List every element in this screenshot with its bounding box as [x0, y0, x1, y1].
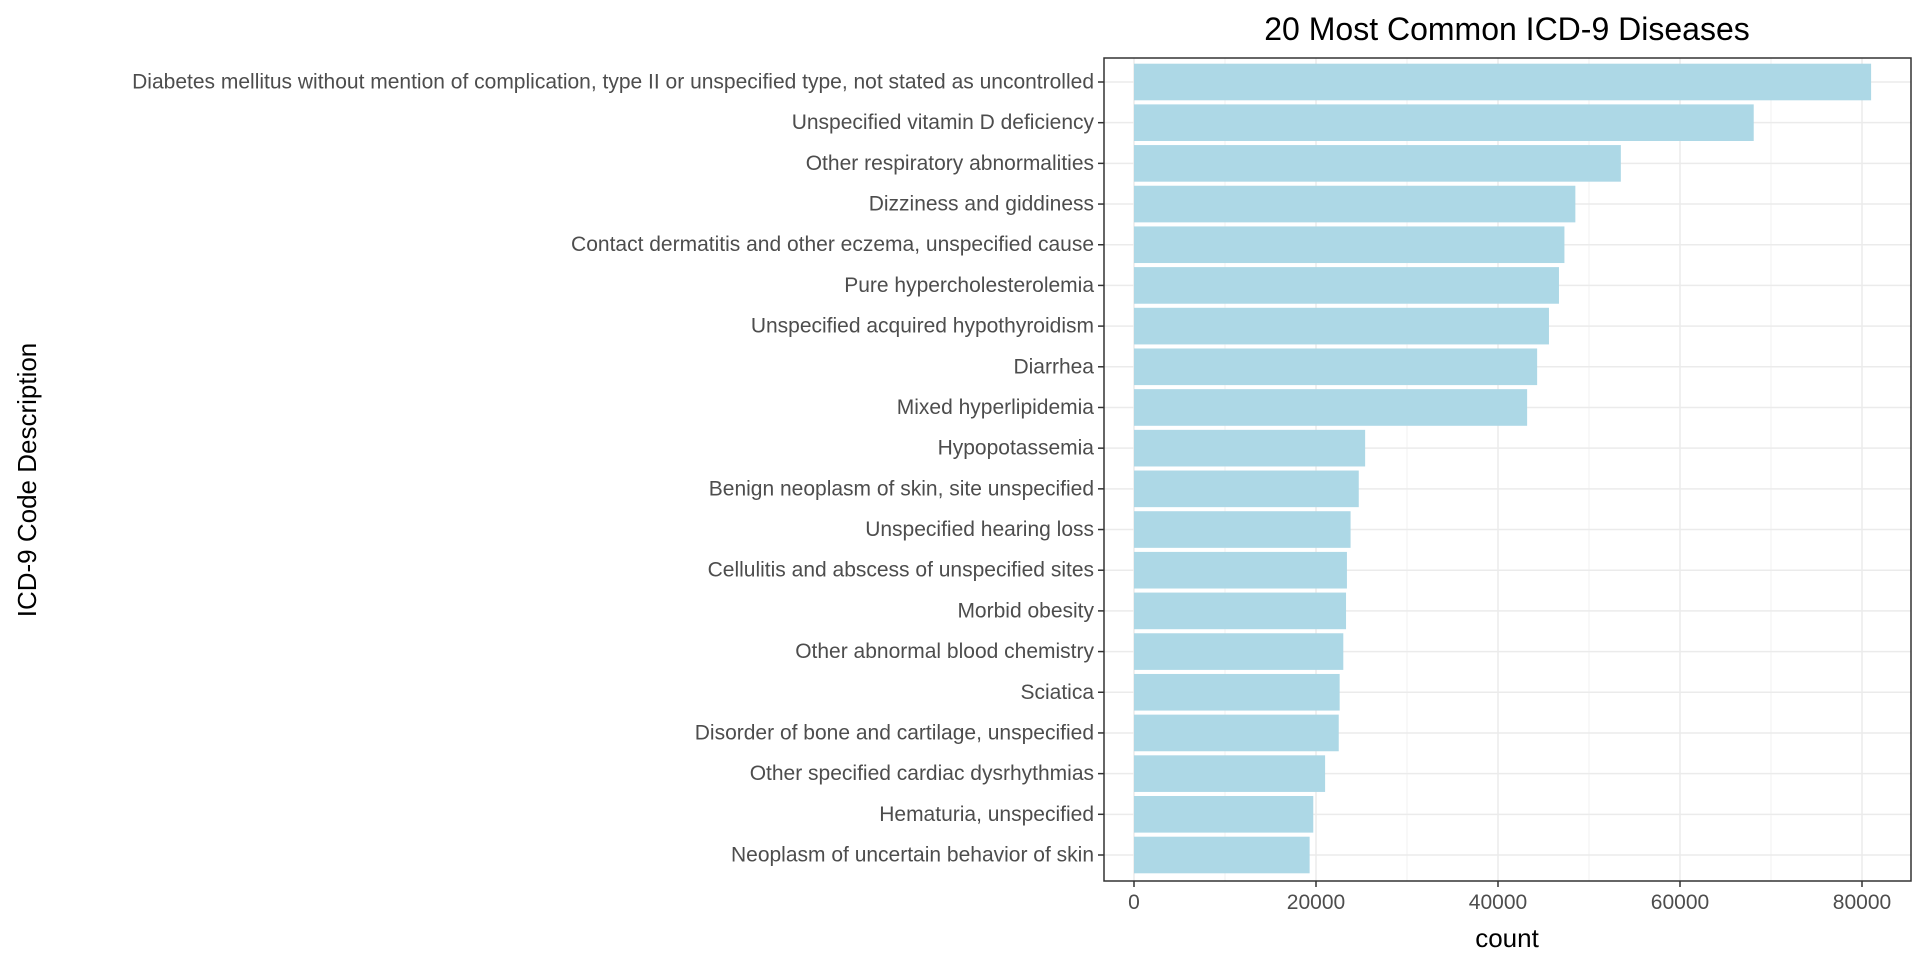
bar — [1134, 104, 1754, 141]
bar — [1134, 389, 1528, 426]
y-tick-label: Other specified cardiac dysrhythmias — [750, 762, 1094, 785]
y-tick-label: Other abnormal blood chemistry — [795, 640, 1094, 663]
bar — [1134, 714, 1339, 752]
bars — [1134, 63, 1872, 874]
bar — [1134, 633, 1344, 670]
bar — [1134, 348, 1538, 386]
y-tick-label: Diarrhea — [1013, 355, 1094, 378]
chart-title: 20 Most Common ICD-9 Diseases — [1264, 11, 1749, 47]
x-tick-label: 60000 — [1651, 891, 1709, 914]
bar — [1134, 592, 1347, 630]
x-tick-label: 80000 — [1833, 891, 1891, 914]
y-tick-label: Cellulitis and abscess of unspecified si… — [708, 559, 1094, 582]
y-tick-label: Benign neoplasm of skin, site unspecifie… — [709, 477, 1094, 500]
y-axis-title: ICD-9 Code Description — [12, 343, 42, 618]
x-axis-title: count — [1475, 923, 1539, 953]
bar — [1134, 836, 1310, 874]
bar — [1134, 63, 1872, 101]
bar — [1134, 307, 1549, 345]
bar — [1134, 755, 1326, 792]
y-tick-label: Unspecified hearing loss — [865, 518, 1094, 541]
bar — [1134, 267, 1559, 304]
y-tick-label: Unspecified acquired hypothyroidism — [751, 315, 1094, 338]
y-tick-label: Disorder of bone and cartilage, unspecif… — [695, 721, 1094, 744]
x-tick-label: 0 — [1128, 891, 1140, 914]
bar — [1134, 429, 1366, 467]
bar — [1134, 185, 1576, 223]
y-tick-label: Pure hypercholesterolemia — [844, 274, 1094, 297]
x-tick-label: 40000 — [1469, 891, 1527, 914]
x-axis: 0 20000 40000 60000 80000 — [1128, 881, 1891, 914]
y-tick-label: Unspecified vitamin D deficiency — [792, 111, 1095, 134]
bar — [1134, 511, 1351, 548]
bar — [1134, 551, 1347, 589]
bar — [1134, 470, 1359, 508]
y-tick-label: Mixed hyperlipidemia — [897, 396, 1095, 419]
bar — [1134, 145, 1621, 182]
plot-panel-border — [1103, 57, 1912, 882]
y-tick-label: Hypopotassemia — [938, 437, 1095, 460]
y-tick-label: Hematuria, unspecified — [879, 803, 1094, 826]
y-tick-label: Neoplasm of uncertain behavior of skin — [731, 844, 1094, 867]
y-tick-label: Diabetes mellitus without mention of com… — [132, 71, 1094, 94]
y-tick-label: Morbid obesity — [957, 599, 1094, 622]
y-tick-label: Other respiratory abnormalities — [806, 152, 1094, 175]
y-tick-label: Contact dermatitis and other eczema, uns… — [571, 233, 1094, 256]
y-axis: Diabetes mellitus without mention of com… — [132, 71, 1104, 867]
bar — [1134, 796, 1314, 833]
y-tick-label: Dizziness and giddiness — [869, 193, 1094, 216]
bar — [1134, 673, 1340, 711]
bar — [1134, 226, 1565, 264]
x-tick-label: 20000 — [1287, 891, 1345, 914]
y-tick-label: Sciatica — [1020, 681, 1094, 704]
